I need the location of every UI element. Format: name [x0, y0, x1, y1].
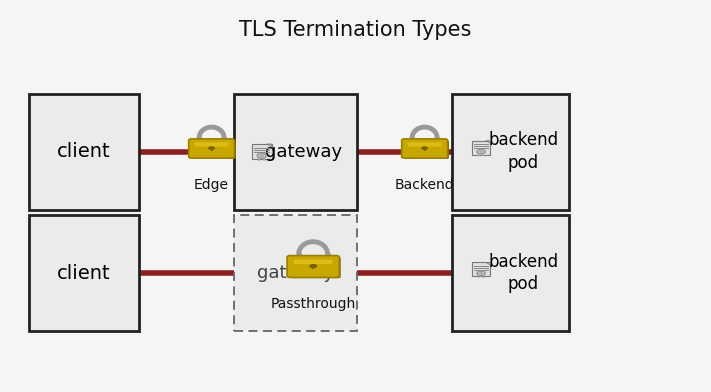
- Polygon shape: [258, 158, 261, 161]
- FancyBboxPatch shape: [290, 257, 341, 278]
- Polygon shape: [478, 154, 481, 156]
- Text: TLS Termination Types: TLS Termination Types: [240, 20, 471, 40]
- Text: Backend: Backend: [395, 178, 454, 192]
- Circle shape: [479, 272, 483, 274]
- FancyBboxPatch shape: [287, 256, 339, 278]
- Circle shape: [208, 146, 215, 150]
- FancyBboxPatch shape: [472, 141, 491, 155]
- Text: gateway: gateway: [265, 143, 343, 161]
- Text: Passthrough: Passthrough: [271, 297, 356, 311]
- FancyBboxPatch shape: [195, 142, 228, 147]
- Polygon shape: [486, 262, 491, 265]
- Polygon shape: [267, 144, 272, 147]
- FancyBboxPatch shape: [234, 94, 357, 210]
- Text: gateway: gateway: [257, 264, 334, 282]
- Polygon shape: [262, 158, 266, 161]
- Text: backend
pod: backend pod: [488, 131, 558, 172]
- FancyBboxPatch shape: [294, 260, 333, 264]
- FancyBboxPatch shape: [191, 140, 236, 159]
- Polygon shape: [482, 154, 485, 156]
- Text: Edge: Edge: [194, 178, 229, 192]
- FancyBboxPatch shape: [402, 139, 447, 158]
- FancyBboxPatch shape: [312, 267, 314, 269]
- FancyBboxPatch shape: [472, 262, 491, 276]
- FancyBboxPatch shape: [29, 94, 139, 210]
- FancyBboxPatch shape: [210, 149, 213, 151]
- Text: client: client: [57, 264, 111, 283]
- FancyBboxPatch shape: [234, 215, 357, 331]
- Text: backend
pod: backend pod: [488, 253, 558, 293]
- FancyBboxPatch shape: [252, 144, 272, 159]
- FancyBboxPatch shape: [405, 140, 449, 159]
- Circle shape: [260, 154, 264, 157]
- FancyBboxPatch shape: [424, 149, 426, 151]
- FancyBboxPatch shape: [452, 94, 569, 210]
- Text: client: client: [57, 142, 111, 161]
- Circle shape: [421, 146, 428, 150]
- Polygon shape: [486, 141, 491, 143]
- FancyBboxPatch shape: [408, 142, 442, 147]
- FancyBboxPatch shape: [188, 139, 235, 158]
- Polygon shape: [482, 276, 485, 278]
- Circle shape: [309, 264, 317, 269]
- FancyBboxPatch shape: [452, 215, 569, 331]
- Polygon shape: [478, 276, 481, 278]
- FancyBboxPatch shape: [29, 215, 139, 331]
- Circle shape: [479, 151, 483, 153]
